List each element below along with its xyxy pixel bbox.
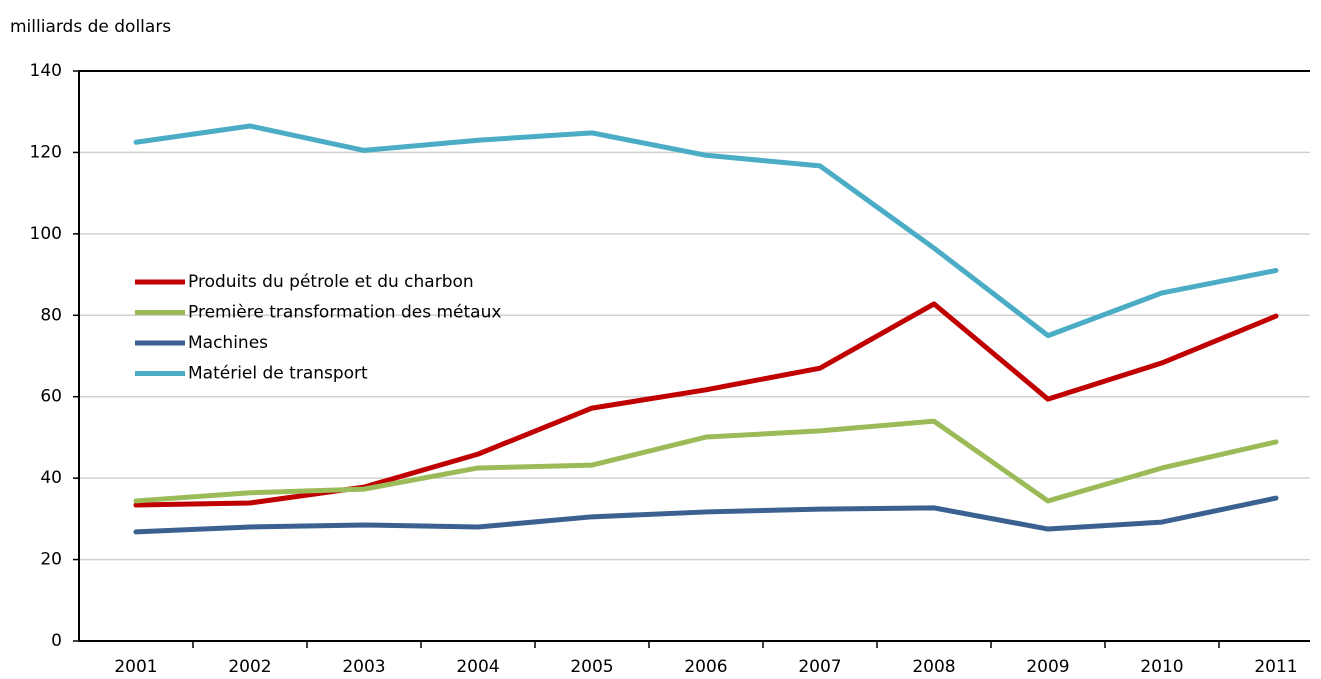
- legend-label: Première transformation des métaux: [188, 303, 501, 323]
- x-tick-label: 2001: [114, 657, 157, 677]
- y-tick-label: 120: [30, 142, 62, 162]
- axis-unit-label: milliards de dollars: [10, 17, 171, 37]
- series-line: [133, 495, 1279, 535]
- x-tick-label: 2009: [1026, 657, 1069, 677]
- x-tick-label: 2002: [228, 657, 271, 677]
- x-tick-label: 2005: [570, 657, 613, 677]
- y-tick-label: 0: [51, 631, 62, 651]
- x-tick-label: 2007: [798, 657, 841, 677]
- x-tick-label: 2004: [456, 657, 499, 677]
- y-tick-label: 40: [40, 468, 62, 488]
- x-tick-label: 2003: [342, 657, 385, 677]
- y-tick-label: 100: [30, 224, 62, 244]
- y-tick-label: 60: [40, 387, 62, 407]
- legend-label: Matériel de transport: [188, 364, 368, 384]
- legend-label: Machines: [188, 333, 268, 353]
- y-tick-label: 140: [30, 61, 62, 81]
- series-line: [133, 301, 1279, 508]
- y-tick-label: 80: [40, 305, 62, 325]
- y-tick-label: 20: [40, 550, 62, 570]
- x-tick-label: 2011: [1254, 657, 1297, 677]
- legend-label: Produits du pétrole et du charbon: [188, 272, 474, 292]
- series-line: [133, 123, 1279, 339]
- x-tick-label: 2008: [912, 657, 955, 677]
- x-tick-label: 2006: [684, 657, 727, 677]
- x-tick-label: 2010: [1140, 657, 1183, 677]
- series-line: [133, 418, 1279, 504]
